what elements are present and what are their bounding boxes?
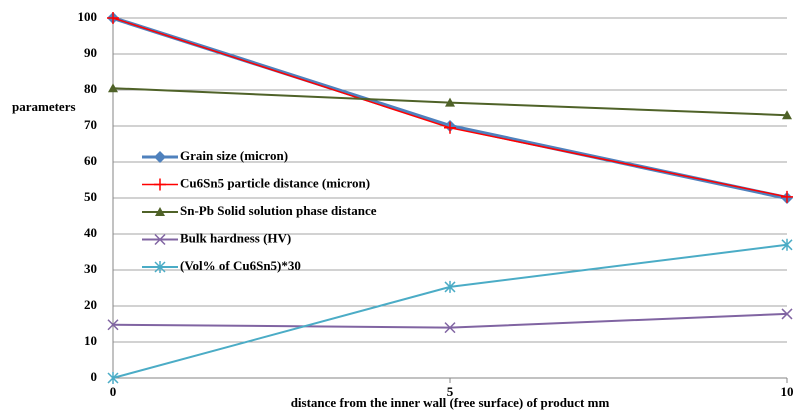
x-tick-label: 10 <box>781 384 794 399</box>
data-point <box>107 12 119 24</box>
legend-marker <box>155 207 165 216</box>
y-tick-label: 10 <box>84 333 97 348</box>
legend-marker <box>154 178 166 191</box>
data-point <box>107 319 119 331</box>
legend-label: Bulk hardness (HV) <box>180 230 291 245</box>
legend-label: Cu6Sn5 particle distance (micron) <box>180 175 370 190</box>
data-point <box>781 308 793 320</box>
data-point <box>782 110 792 120</box>
y-tick-label: 50 <box>84 189 97 204</box>
legend-label: (Vol% of Cu6Sn5)*30 <box>180 258 301 273</box>
y-tick-label: 20 <box>84 297 97 312</box>
y-tick-label: 80 <box>84 81 97 96</box>
data-point <box>107 372 119 384</box>
x-tick-label: 0 <box>110 384 117 399</box>
data-point <box>444 322 456 334</box>
y-tick-label: 60 <box>84 153 97 168</box>
x-tick-label: 5 <box>447 384 454 399</box>
y-tick-label: 40 <box>84 225 97 240</box>
series-line <box>112 17 788 198</box>
legend-label: Sn-Pb Solid solution phase distance <box>180 203 377 218</box>
y-tick-label: 90 <box>84 45 97 60</box>
data-point <box>781 238 793 251</box>
y-tick-label: 100 <box>78 9 98 24</box>
data-point <box>445 97 455 107</box>
x-axis-label: distance from the inner wall (free surfa… <box>291 395 610 410</box>
data-point <box>444 121 456 134</box>
y-tick-label: 30 <box>84 261 97 276</box>
data-point <box>444 280 456 293</box>
data-point <box>108 83 118 93</box>
legend-marker <box>154 151 166 163</box>
series-line <box>112 312 788 329</box>
data-point <box>781 190 793 203</box>
y-tick-label: 0 <box>91 369 98 384</box>
series-line <box>112 16 788 200</box>
y-tick-label: 70 <box>84 117 97 132</box>
legend-marker <box>154 261 166 273</box>
legend-label: Grain size (micron) <box>180 148 288 163</box>
legend-marker <box>154 233 166 246</box>
y-axis-label: parameters <box>12 99 76 114</box>
